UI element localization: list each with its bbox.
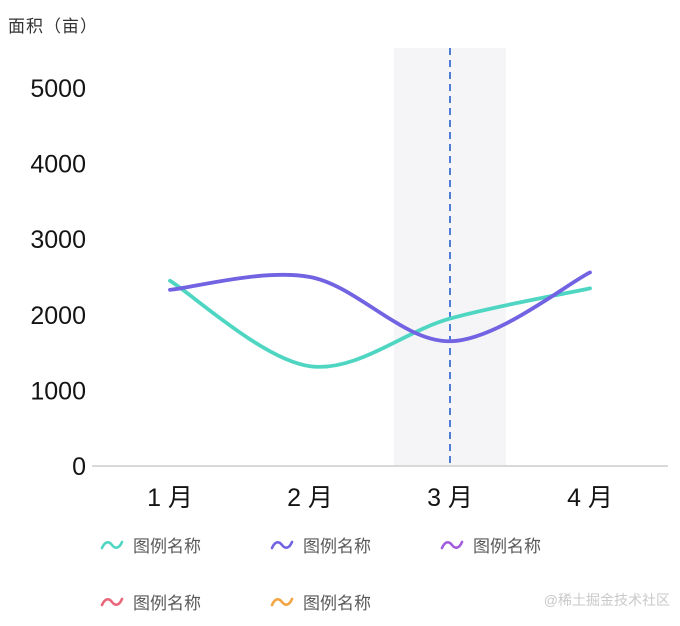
y-tick-label: 4000 — [30, 151, 86, 179]
y-tick-label: 3000 — [30, 226, 86, 254]
y-tick-label: 5000 — [30, 75, 86, 103]
y-tick-label: 0 — [72, 453, 86, 481]
legend: 图例名称 图例名称 图例名称 图例名称 图例名称 — [100, 532, 640, 614]
line-chart: 0 1000 2000 3000 4000 5000 1 月 2 月 3 月 4 月 — [30, 48, 668, 512]
x-axis-label: 3 月 — [427, 484, 473, 512]
wave-icon — [100, 597, 124, 606]
legend-item[interactable]: 图例名称 — [100, 589, 270, 614]
series-line — [168, 270, 592, 344]
x-axis-label: 2 月 — [287, 484, 333, 512]
legend-item[interactable]: 图例名称 — [270, 589, 440, 614]
series-line — [168, 278, 592, 369]
legend-item[interactable]: 图例名称 — [100, 532, 270, 557]
wave-icon — [440, 540, 464, 549]
wave-icon — [100, 540, 124, 549]
legend-item[interactable]: 图例名称 — [270, 532, 440, 557]
watermark: @稀土掘金技术社区 — [543, 592, 670, 608]
legend-item-label: 图例名称 — [133, 537, 201, 556]
y-tick-label: 2000 — [30, 302, 86, 330]
y-tick-label: 1000 — [30, 377, 86, 405]
wave-icon — [270, 597, 294, 606]
legend-item-label: 图例名称 — [473, 537, 541, 556]
chart-title: 面积（亩） — [8, 17, 98, 36]
legend-item-label: 图例名称 — [303, 537, 371, 556]
legend-item[interactable]: 图例名称 — [440, 532, 610, 557]
wave-icon — [270, 540, 294, 549]
legend-item-label: 图例名称 — [133, 594, 201, 613]
x-axis-label: 1 月 — [147, 484, 193, 512]
x-axis-label: 4 月 — [567, 484, 613, 512]
legend-item-label: 图例名称 — [303, 594, 371, 613]
